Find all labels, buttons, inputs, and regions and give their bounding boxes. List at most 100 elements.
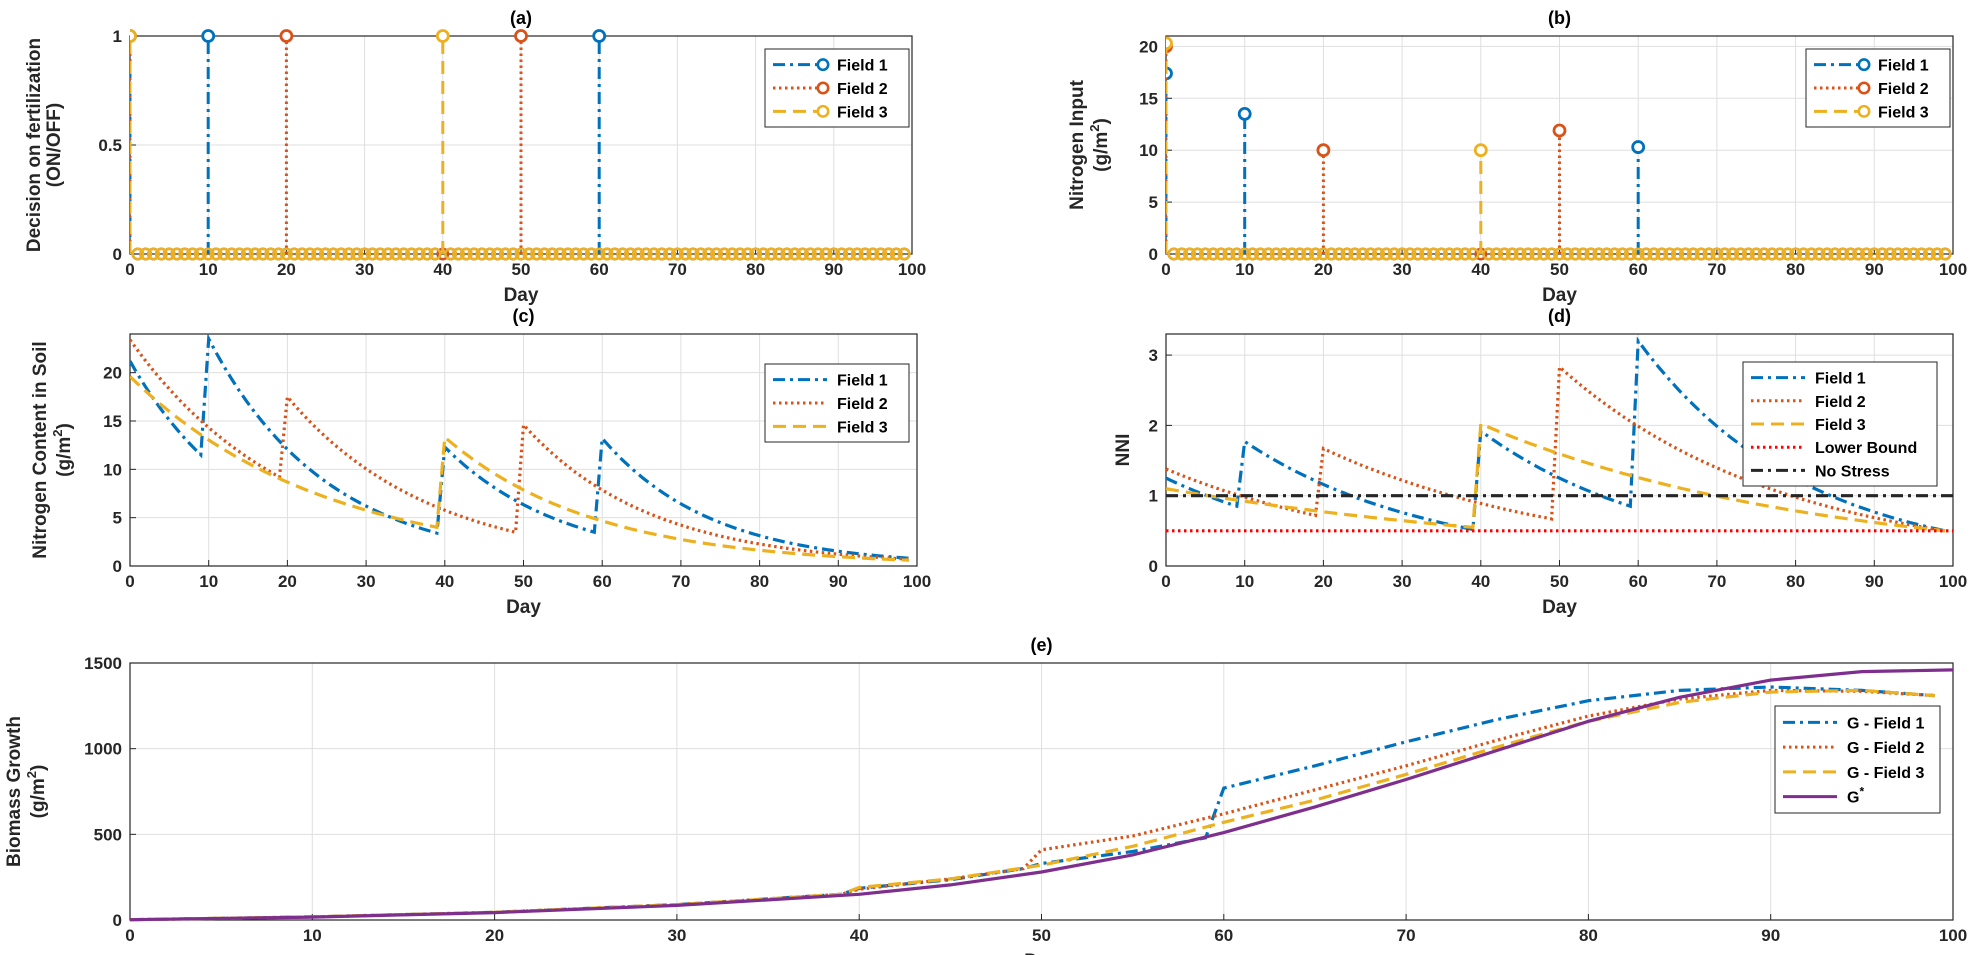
x-tick-label: 10 [199,260,218,279]
stem-marker-zero [1285,247,1299,261]
y-tick-label: 0 [113,911,122,930]
y-tick-label: 1000 [84,740,122,759]
x-tick-label: 90 [1761,926,1780,945]
stem-marker-zero [655,247,669,261]
stem-marker-zero [1513,247,1527,261]
stem-marker-zero [1198,247,1212,261]
legend-label: G - Field 1 [1847,715,1924,732]
stem-marker-zero [686,247,700,261]
stem-marker-zero [1529,247,1543,261]
legend-marker [816,81,830,95]
legend-box [1805,48,1951,128]
stem-marker-zero [1560,247,1574,261]
x-tick-label: 10 [199,572,218,591]
stem-marker-zero [1844,247,1858,261]
x-tick-label: 80 [746,260,765,279]
stem-marker-zero [272,247,285,261]
stem-marker-zero [1545,247,1559,261]
legend-label: Field 3 [1815,417,1866,434]
legend-box [764,48,910,128]
stem-marker-zero [350,247,364,261]
stem-marker-zero [1301,247,1315,261]
x-tick-label: 50 [1550,260,1569,279]
series-line [130,338,910,561]
stem-marker-zero [412,247,426,261]
stem-marker-zero [1230,247,1244,261]
x-tick-label: 40 [1471,260,1490,279]
stem-marker-zero [459,247,473,261]
stem-marker-zero [1631,247,1645,261]
stem-marker-zero [1191,247,1204,261]
stem-marker [279,29,294,43]
stem-marker-zero [1741,247,1755,261]
stem-marker-zero [897,247,911,261]
stem-marker-zero [311,247,325,261]
legend-label: Field 3 [837,104,888,121]
stem-marker-zero [1372,247,1385,261]
stem-marker-zero [452,247,465,261]
stem-marker-zero [678,247,692,261]
stem-marker-zero [303,247,317,261]
stem-marker-zero [1765,247,1779,261]
legend-label: Field 1 [837,373,888,390]
y-axis-label: Nitrogen Content in Soil [30,341,51,558]
x-axis-label: Day [1024,951,1059,955]
stem-marker-zero [279,247,293,261]
x-tick-label: 50 [1032,926,1051,945]
x-tick-label: 100 [903,572,931,591]
stem-marker-zero [717,247,731,261]
stem-marker-zero [1214,247,1228,261]
stem-marker-zero [1820,247,1834,261]
y-axis-unit-label: (g/m2) [1087,118,1112,172]
y-tick-label: 15 [103,412,122,431]
stem-marker-zero [889,247,903,261]
y-tick-label: 20 [103,364,122,383]
x-tick-label: 80 [1786,260,1805,279]
legend-label: Field 2 [1815,394,1866,411]
x-tick-label: 0 [125,926,134,945]
x-tick-label: 60 [1629,572,1648,591]
stem-marker-zero [193,247,207,261]
stem-marker-zero [295,247,309,261]
y-tick-label: 5 [113,509,122,528]
x-tick-label: 60 [593,572,612,591]
stem-marker-zero [264,247,278,261]
stem-marker-zero [1490,247,1503,261]
stem-marker-zero [1482,247,1496,261]
stem-marker-zero [389,247,403,261]
stem-marker-zero [1812,247,1826,261]
series-field-2 [130,338,910,561]
stem-marker-zero [342,247,356,261]
y-tick-label: 10 [1139,141,1158,160]
stem-marker-zero [866,247,880,261]
stem-marker-zero [1537,247,1551,261]
x-tick-label: 30 [357,572,376,591]
legend-a: Field 1 Field 2 Field 3 [764,48,910,128]
stem-marker-zero [780,247,794,261]
series-g- [130,668,1954,922]
legend-marker [1857,104,1871,118]
x-tick-label: 70 [1397,926,1416,945]
stem-marker-zero [647,247,661,261]
series-line [130,375,910,562]
panel-c: 0 10 20 30 40 50 60 70 80 90 100 0 5 10 15 20 (c) Day Nitr… [30,306,931,618]
stem-marker-zero [1277,247,1291,261]
stem-marker-zero [608,247,622,261]
stem-marker-zero [1348,247,1362,261]
stem-marker-zero [1254,247,1267,261]
stem-marker [1166,36,1173,51]
stem-marker-zero [319,247,332,261]
x-tick-label: 50 [514,572,533,591]
stem-marker-zero [522,247,536,261]
stem-marker-zero [1293,247,1307,261]
stem-marker-zero [725,247,739,261]
stem-marker-zero [1261,247,1275,261]
stem-marker-zero [1718,247,1732,261]
stem-marker-zero [1734,247,1747,261]
series-line [130,668,1954,922]
stem-marker-zero [1379,247,1393,261]
stem-marker-zero [1324,247,1338,261]
x-tick-label: 100 [898,260,926,279]
y-tick-label: 20 [1139,37,1158,56]
